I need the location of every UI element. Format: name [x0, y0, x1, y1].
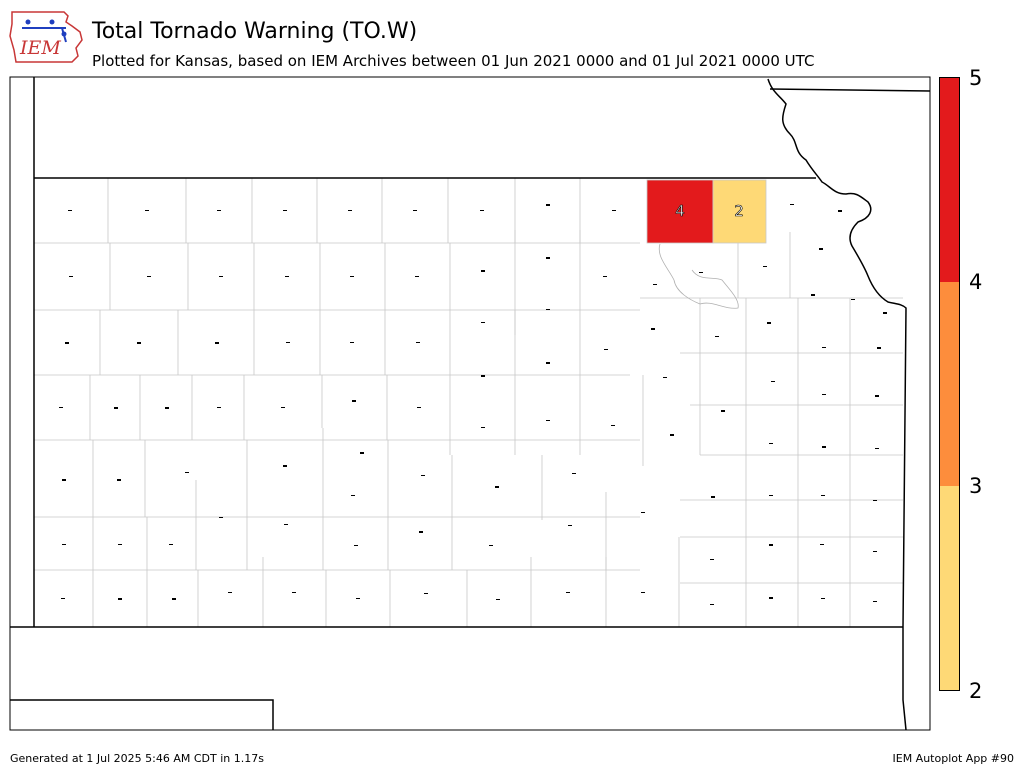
river-boundary	[658, 243, 739, 309]
colorbar-tick-4: 4	[969, 270, 983, 294]
colorbar-tick-3: 3	[969, 474, 983, 498]
logo-text: IEM	[19, 37, 61, 59]
county-yellow	[712, 179, 767, 244]
county-red	[646, 179, 714, 244]
county-boundaries	[34, 178, 903, 627]
iowa-outline-icon	[9, 11, 83, 63]
zero-markers	[59, 204, 887, 605]
state-boundaries	[10, 77, 931, 731]
colorbar	[939, 77, 960, 691]
generated-timestamp: Generated at 1 Jul 2025 5:46 AM CDT in 1…	[10, 752, 264, 765]
map-frame	[9, 76, 931, 731]
colorbar-segment-low	[940, 486, 959, 690]
colorbar-tick-5: 5	[969, 66, 983, 90]
colorbar-segment-mid	[940, 282, 959, 486]
county-value-2: 2	[734, 202, 744, 220]
page-title: Total Tornado Warning (TO.W)	[92, 19, 418, 44]
county-value-4: 4	[675, 202, 685, 220]
iem-logo: IEM	[9, 11, 83, 63]
page-subtitle: Plotted for Kansas, based on IEM Archive…	[92, 52, 815, 70]
colorbar-tick-2: 2	[969, 679, 983, 703]
colorbar-segment-high	[940, 78, 959, 282]
app-credit: IEM Autoplot App #90	[892, 752, 1015, 765]
